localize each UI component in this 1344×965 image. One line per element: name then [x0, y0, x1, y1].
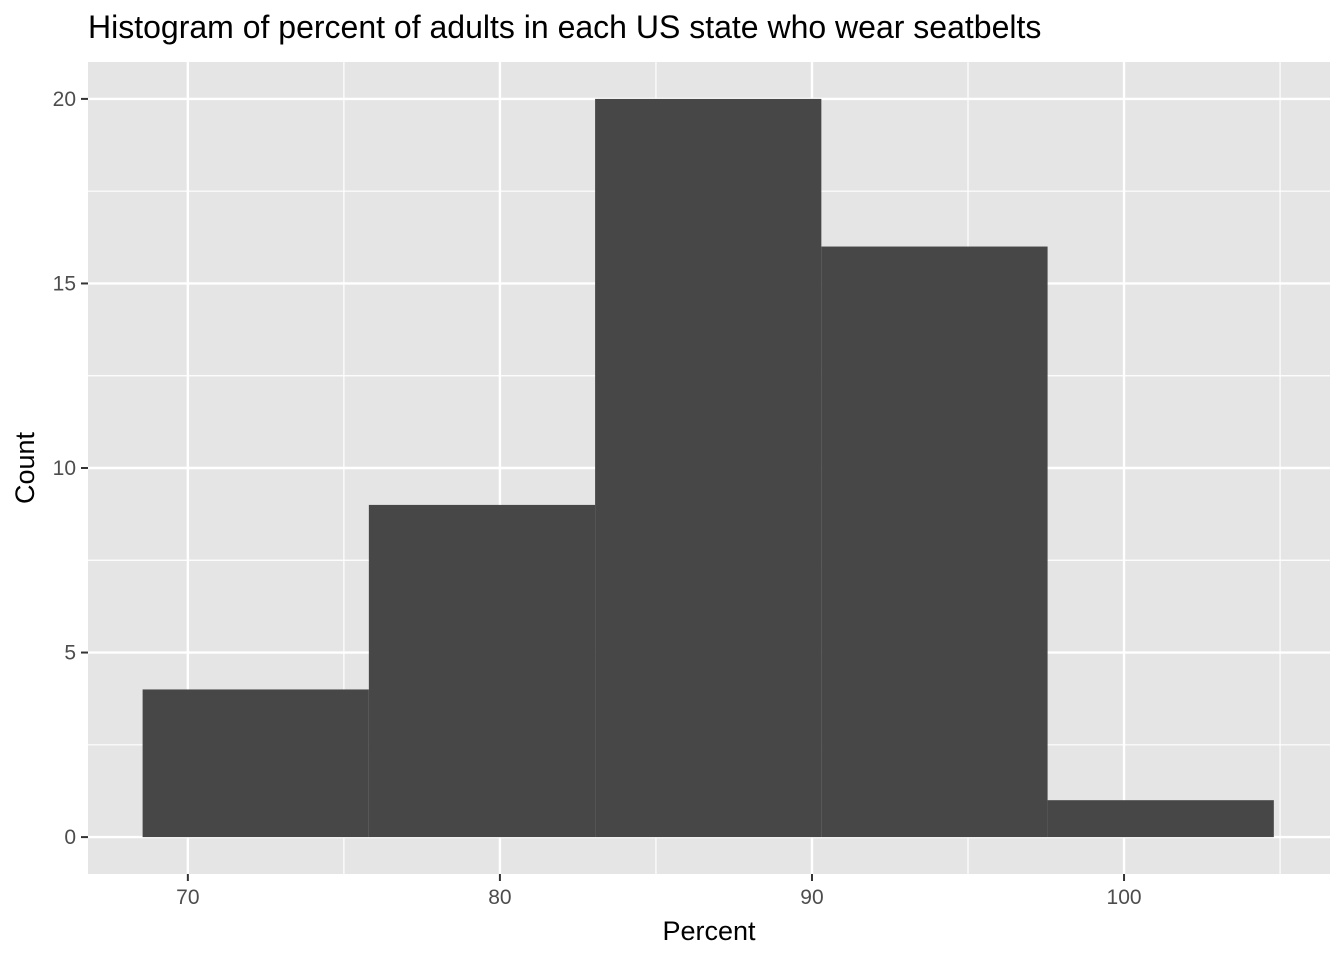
chart-title: Histogram of percent of adults in each U… [88, 9, 1041, 45]
y-axis-title: Count [10, 431, 40, 504]
histogram-bar-3 [595, 98, 822, 838]
x-tick-label: 80 [488, 886, 511, 909]
x-tick-label: 70 [176, 886, 199, 909]
histogram-bar-5 [1047, 800, 1274, 838]
y-tick-label: 10 [53, 457, 76, 480]
y-tick-label: 5 [64, 642, 76, 665]
histogram-bar-2 [368, 504, 596, 838]
histogram-bars [142, 98, 1274, 838]
x-axis: 70 80 90 100 [176, 874, 1142, 909]
x-tick-label: 90 [800, 886, 823, 909]
y-axis: 0 5 10 15 20 [53, 88, 88, 849]
x-tick-label: 100 [1107, 886, 1142, 909]
y-tick-label: 20 [53, 88, 76, 111]
y-tick-label: 15 [53, 272, 76, 295]
y-tick-label: 0 [64, 826, 76, 849]
histogram-bar-1 [142, 689, 369, 838]
histogram-bar-4 [821, 246, 1048, 838]
x-axis-title: Percent [662, 916, 756, 946]
